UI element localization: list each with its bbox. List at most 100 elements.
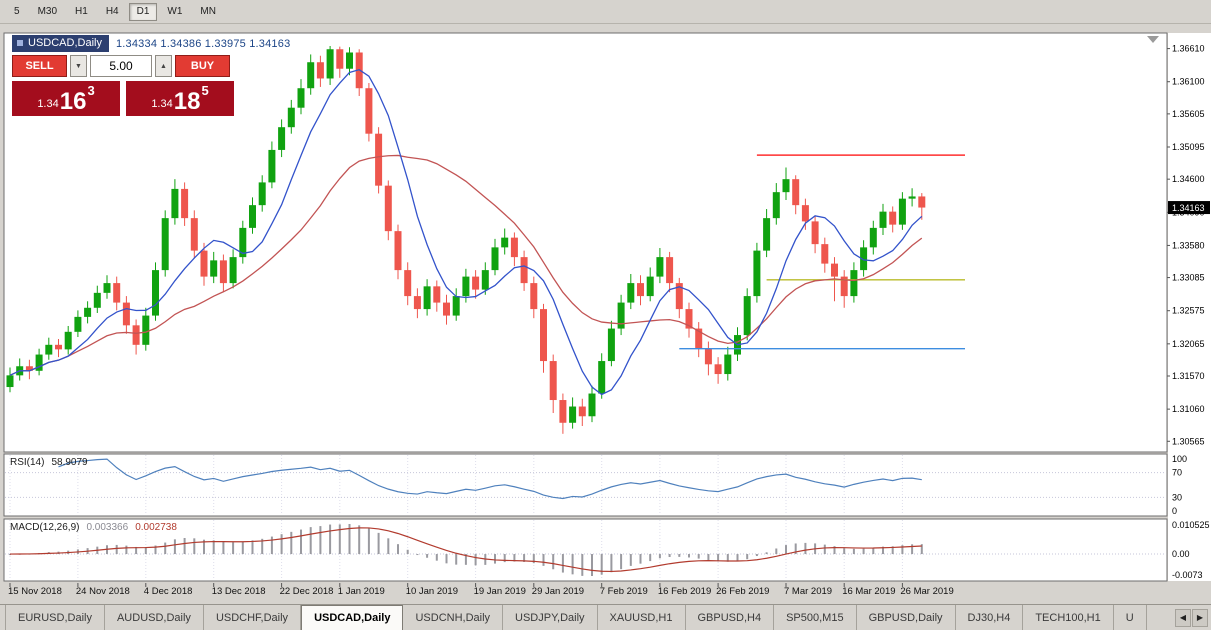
tab-scroll-right-button[interactable]: ▶ [1192, 608, 1208, 627]
macd-panel-canvas[interactable] [3, 518, 1168, 582]
current-price-tag: 1.34163 [1168, 201, 1210, 215]
timeframe-toolbar: 5 M30 H1 H4 D1 W1 MN [0, 0, 1211, 24]
bottom-tab-usdcnh-daily[interactable]: USDCNH,Daily [403, 605, 504, 630]
svg-text:1.35095: 1.35095 [1172, 142, 1205, 152]
macd-signal-value: 0.002738 [135, 522, 177, 533]
rsi-header: RSI(14) 58.9079 [10, 457, 88, 468]
macd-header: MACD(12,26,9) 0.003366 0.002738 [10, 522, 177, 533]
horizontal-level-lines[interactable] [679, 154, 965, 350]
rsi-scale-labels: 100 70 30 0 [1172, 454, 1187, 516]
svg-text:1.36610: 1.36610 [1172, 44, 1205, 54]
svg-text:1.34163: 1.34163 [1172, 203, 1205, 213]
macd-main-value: 0.003366 [86, 522, 129, 533]
svg-text:16 Feb 2019: 16 Feb 2019 [658, 586, 711, 597]
svg-text:1.33085: 1.33085 [1172, 273, 1205, 283]
volume-input[interactable] [90, 55, 152, 77]
svg-text:26 Feb 2019: 26 Feb 2019 [716, 586, 769, 597]
arrow-left-icon: ◀ [1179, 613, 1187, 622]
buy-price-prefix: 1.34 [151, 98, 173, 110]
sell-price-prefix: 1.34 [37, 98, 59, 110]
bottom-tab-usdchf-daily[interactable]: USDCHF,Daily [204, 605, 302, 630]
volume-up-button[interactable]: ▲ [155, 55, 172, 77]
trade-controls-row: SELL ▼ ▲ BUY [12, 55, 234, 77]
tab-scroll-left-button[interactable]: ◀ [1175, 608, 1191, 627]
candlestick-series [6, 45, 926, 434]
bottom-tab-xauusd-h1[interactable]: XAUUSD,H1 [598, 605, 686, 630]
chart-icon [17, 40, 23, 46]
bottom-tab-dj30-h4[interactable]: DJ30,H4 [956, 605, 1024, 630]
svg-text:30: 30 [1172, 492, 1182, 502]
bottom-tab-gbpusd-daily[interactable]: GBPUSD,Daily [857, 605, 956, 630]
ma-slow-line [9, 154, 923, 376]
svg-text:100: 100 [1172, 454, 1187, 464]
tab-nav: ◀ ▶ [1175, 605, 1211, 630]
sell-price-big: 16 [59, 88, 87, 115]
svg-text:0.00: 0.00 [1172, 549, 1190, 559]
timeframe-button-mn[interactable]: MN [200, 5, 216, 17]
timeframe-button-h4[interactable]: H4 [105, 5, 119, 17]
svg-text:1.32575: 1.32575 [1172, 306, 1205, 316]
svg-text:0.010525: 0.010525 [1172, 520, 1210, 530]
svg-text:1.32065: 1.32065 [1172, 339, 1205, 349]
buy-button[interactable]: BUY [175, 55, 230, 77]
date-axis[interactable]: 15 Nov 2018 24 Nov 2018 4 Dec 2018 13 Dec 2… [8, 583, 954, 597]
indicator-gridlines [5, 455, 1166, 580]
svg-text:1.31570: 1.31570 [1172, 371, 1205, 381]
timeframe-button-5[interactable]: 5 [14, 5, 20, 17]
timeframe-button-d1[interactable]: D1 [128, 2, 158, 21]
chart-title-chip: USDCAD,Daily [12, 35, 109, 52]
svg-text:1.30565: 1.30565 [1172, 436, 1205, 446]
chart-symbol-label: USDCAD,Daily [28, 37, 102, 49]
timeframe-button-h1[interactable]: H1 [75, 5, 88, 17]
arrow-right-icon: ▶ [1196, 613, 1204, 622]
svg-text:0: 0 [1172, 506, 1177, 516]
svg-text:-0.0073: -0.0073 [1172, 570, 1203, 580]
buy-price-display[interactable]: 1.34 18 5 [126, 81, 234, 116]
svg-text:1.34600: 1.34600 [1172, 174, 1205, 184]
bottom-tab-eurusd-daily[interactable]: EURUSD,Daily [5, 605, 105, 630]
rsi-line [58, 458, 922, 500]
sell-price-display[interactable]: 1.34 16 3 [12, 81, 120, 116]
svg-text:13 Dec 2018: 13 Dec 2018 [212, 586, 266, 597]
sell-button[interactable]: SELL [12, 55, 67, 77]
macd-scale-labels: 0.010525 0.00 -0.0073 [1172, 520, 1210, 580]
svg-text:29 Jan 2019: 29 Jan 2019 [532, 586, 584, 597]
bottom-tab-gbpusd-h4[interactable]: GBPUSD,H4 [686, 605, 775, 630]
price-axis-strip[interactable] [1168, 33, 1211, 581]
svg-text:16 Mar 2019: 16 Mar 2019 [842, 586, 895, 597]
one-click-trade-panel: SELL ▼ ▲ BUY 1.34 16 3 1.34 18 5 [12, 55, 234, 116]
bottom-tab-usdcad-daily[interactable]: USDCAD,Daily [301, 605, 404, 630]
chevron-up-icon: ▲ [160, 62, 167, 70]
chart-ohlc-values: 1.34334 1.34386 1.33975 1.34163 [115, 37, 291, 50]
timeframe-button-m30[interactable]: M30 [37, 5, 58, 17]
bottom-tab-audusd-daily[interactable]: AUDUSD,Daily [105, 605, 204, 630]
bottom-tab-sp500-m15[interactable]: SP500,M15 [774, 605, 857, 630]
svg-text:1.31060: 1.31060 [1172, 404, 1205, 414]
macd-signal-line [9, 527, 922, 573]
chart-tab-bar: EURUSD,Daily AUDUSD,Daily USDCHF,Daily USDC… [0, 604, 1211, 630]
svg-text:10 Jan 2019: 10 Jan 2019 [406, 586, 458, 597]
svg-text:70: 70 [1172, 468, 1182, 478]
buy-price-big: 18 [173, 88, 201, 115]
chart-title: USDCAD,Daily 1.34334 1.34386 1.33975 1.3… [12, 35, 290, 52]
volume-down-button[interactable]: ▼ [70, 55, 87, 77]
svg-text:1 Jan 2019: 1 Jan 2019 [338, 586, 385, 597]
svg-text:26 Mar 2019: 26 Mar 2019 [900, 586, 953, 597]
trade-price-row: 1.34 16 3 1.34 18 5 [12, 81, 234, 116]
rsi-label: RSI(14) [10, 457, 45, 468]
svg-text:7 Feb 2019: 7 Feb 2019 [600, 586, 648, 597]
svg-text:24 Nov 2018: 24 Nov 2018 [76, 586, 130, 597]
bottom-tab-tech100-h1[interactable]: TECH100,H1 [1023, 605, 1114, 630]
svg-text:7 Mar 2019: 7 Mar 2019 [784, 586, 832, 597]
macd-label: MACD(12,26,9) [10, 522, 80, 533]
rsi-panel-canvas[interactable] [3, 453, 1168, 517]
svg-text:1.36100: 1.36100 [1172, 77, 1205, 87]
timeframe-button-w1[interactable]: W1 [167, 5, 183, 17]
bottom-tab-usdjpy-daily[interactable]: USDJPY,Daily [503, 605, 598, 630]
chart-shift-marker[interactable] [1147, 36, 1159, 43]
chevron-down-icon: ▼ [75, 62, 82, 70]
bottom-tab-u[interactable]: U [1114, 605, 1147, 630]
tabs-list: EURUSD,Daily AUDUSD,Daily USDCHF,Daily USDC… [5, 605, 1147, 630]
svg-text:1.35605: 1.35605 [1172, 109, 1205, 119]
svg-text:22 Dec 2018: 22 Dec 2018 [280, 586, 334, 597]
